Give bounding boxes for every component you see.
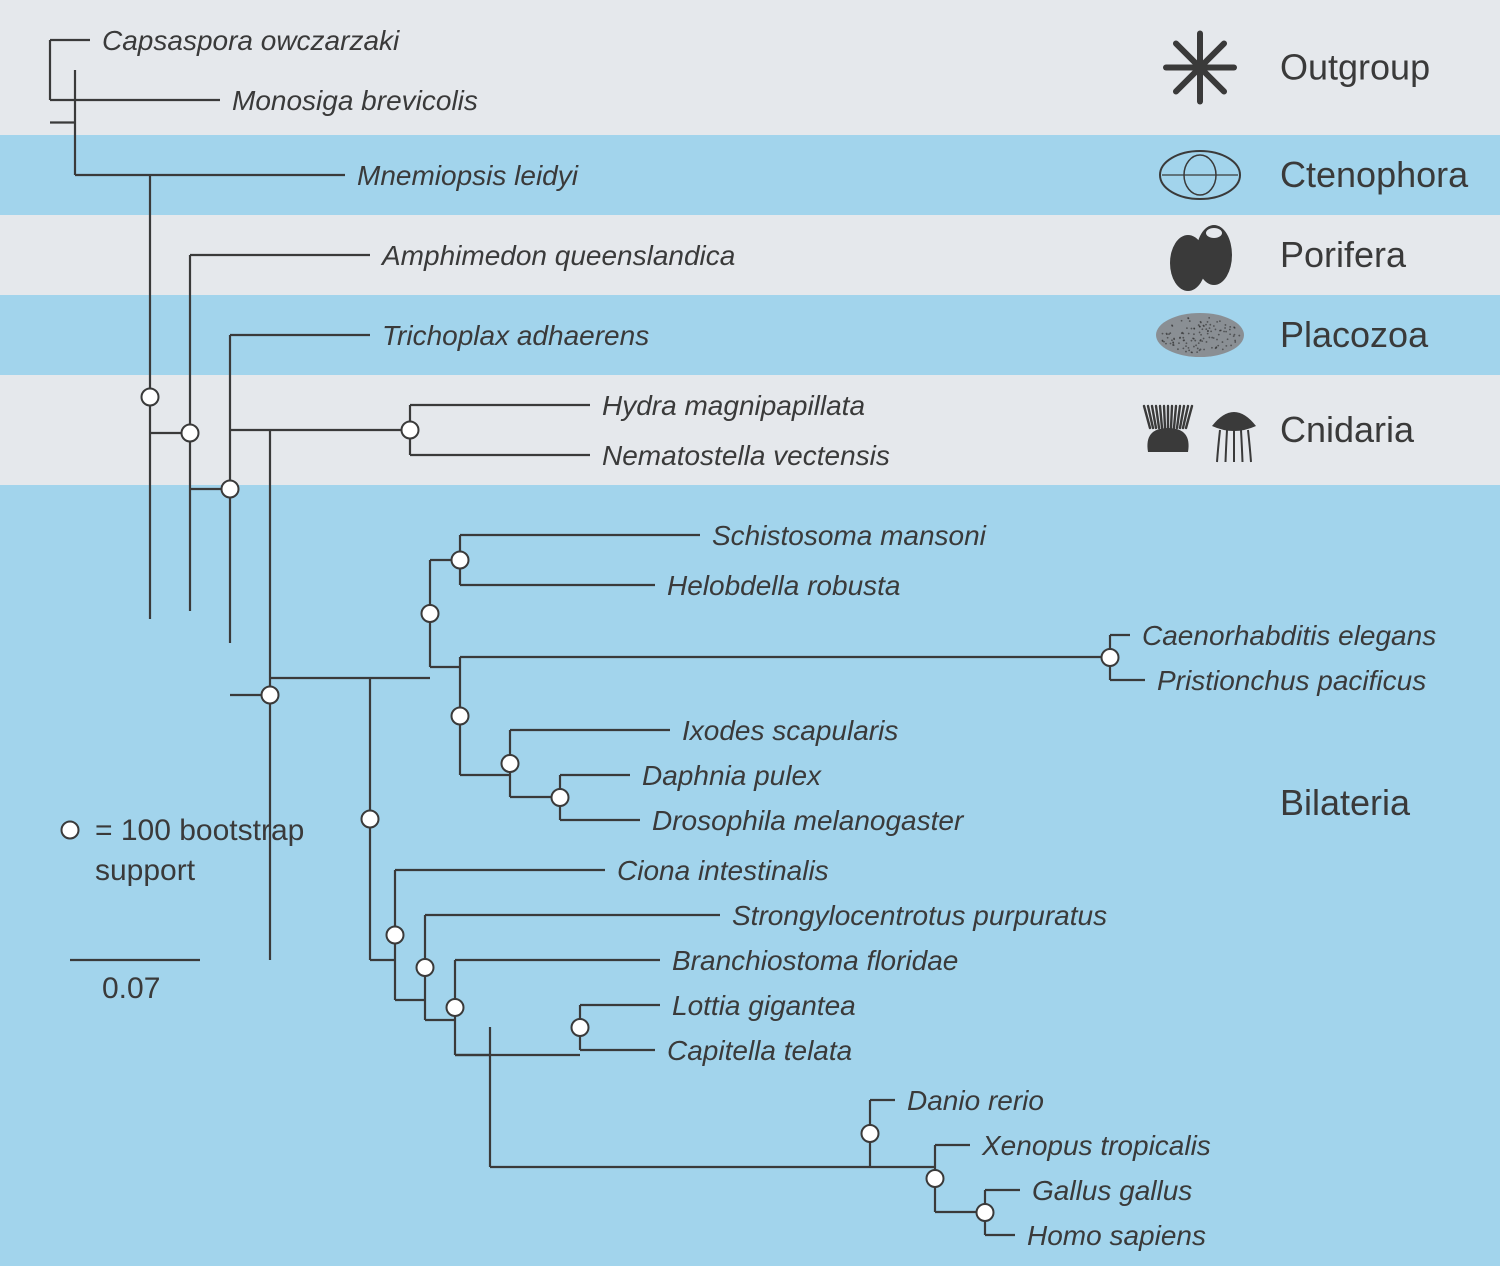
taxon-label: Branchiostoma floridae bbox=[672, 945, 958, 976]
bootstrap-node-icon bbox=[222, 481, 239, 498]
taxon-label: Homo sapiens bbox=[1027, 1220, 1206, 1251]
taxon-label: Drosophila melanogaster bbox=[652, 805, 965, 836]
bootstrap-node-icon bbox=[572, 1019, 589, 1036]
taxon-label: Gallus gallus bbox=[1032, 1175, 1192, 1206]
taxon-label: Nematostella vectensis bbox=[602, 440, 890, 471]
taxon-label: Capitella telata bbox=[667, 1035, 852, 1066]
group-label: Porifera bbox=[1280, 234, 1407, 275]
taxon-label: Strongylocentrotus purpuratus bbox=[732, 900, 1107, 931]
band bbox=[0, 0, 1500, 135]
bootstrap-node-icon bbox=[362, 811, 379, 828]
legend-text: support bbox=[95, 854, 196, 887]
taxon-label: Daphnia pulex bbox=[642, 760, 822, 791]
bootstrap-node-icon bbox=[262, 687, 279, 704]
group-label: Placozoa bbox=[1280, 314, 1429, 355]
taxon-label: Schistosoma mansoni bbox=[712, 520, 987, 551]
bootstrap-node-icon bbox=[502, 755, 519, 772]
bootstrap-node-icon bbox=[452, 552, 469, 569]
taxon-label: Pristionchus pacificus bbox=[1157, 665, 1426, 696]
bootstrap-node-icon bbox=[452, 708, 469, 725]
taxon-label: Amphimedon queenslandica bbox=[380, 240, 735, 271]
bootstrap-node-icon bbox=[142, 389, 159, 406]
taxon-label: Monosiga brevicolis bbox=[232, 85, 478, 116]
placozoa-icon bbox=[1156, 313, 1244, 357]
bootstrap-node-icon bbox=[417, 959, 434, 976]
group-label: Ctenophora bbox=[1280, 154, 1469, 195]
taxon-label: Mnemiopsis leidyi bbox=[357, 160, 579, 191]
taxon-label: Ciona intestinalis bbox=[617, 855, 829, 886]
taxon-label: Helobdella robusta bbox=[667, 570, 901, 601]
band bbox=[0, 295, 1500, 375]
bootstrap-node-icon bbox=[402, 422, 419, 439]
taxon-label: Trichoplax adhaerens bbox=[382, 320, 649, 351]
group-label: Cnidaria bbox=[1280, 409, 1415, 450]
taxon-label: Xenopus tropicalis bbox=[981, 1130, 1211, 1161]
bootstrap-node-icon bbox=[552, 789, 569, 806]
taxon-label: Capsaspora owczarzaki bbox=[102, 25, 400, 56]
scale-label: 0.07 bbox=[102, 972, 160, 1005]
legend-node-icon bbox=[62, 822, 79, 839]
bootstrap-node-icon bbox=[387, 927, 404, 944]
bootstrap-node-icon bbox=[927, 1170, 944, 1187]
bootstrap-node-icon bbox=[862, 1125, 879, 1142]
legend-text: = 100 bootstrap bbox=[95, 814, 304, 847]
bootstrap-node-icon bbox=[182, 425, 199, 442]
taxon-label: Hydra magnipapillata bbox=[602, 390, 865, 421]
bootstrap-node-icon bbox=[1102, 649, 1119, 666]
taxon-label: Caenorhabditis elegans bbox=[1142, 620, 1436, 651]
bootstrap-node-icon bbox=[422, 605, 439, 622]
group-label: Outgroup bbox=[1280, 47, 1430, 88]
bootstrap-node-icon bbox=[977, 1204, 994, 1221]
taxon-label: Lottia gigantea bbox=[672, 990, 856, 1021]
taxon-label: Danio rerio bbox=[907, 1085, 1044, 1116]
taxon-label: Ixodes scapularis bbox=[682, 715, 898, 746]
outgroup-icon bbox=[1166, 34, 1234, 102]
bootstrap-node-icon bbox=[447, 999, 464, 1016]
group-label: Bilateria bbox=[1280, 782, 1411, 823]
